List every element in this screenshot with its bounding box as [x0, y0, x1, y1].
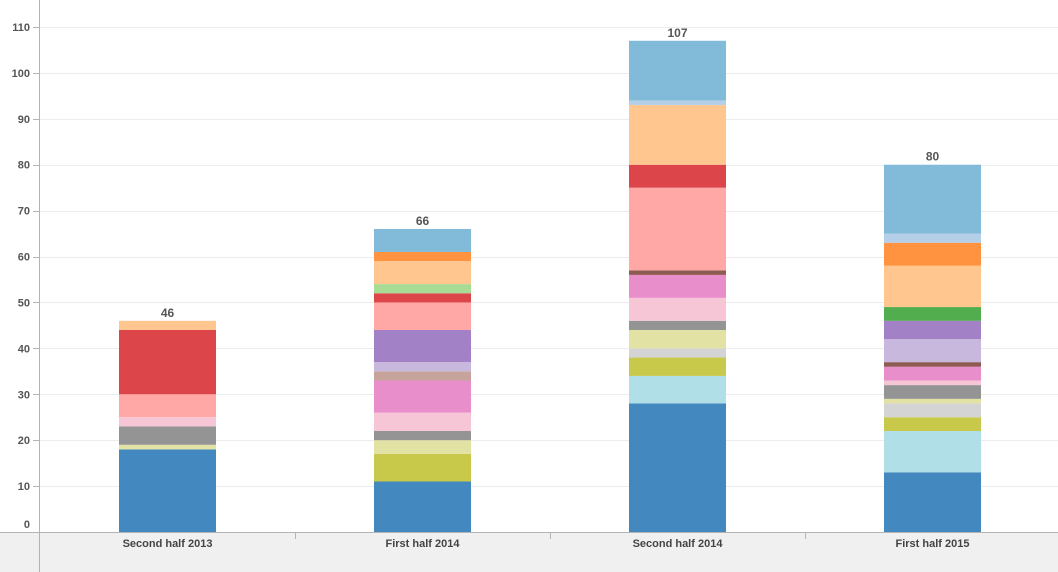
y-tick-label: 50: [18, 297, 30, 309]
bar-segment[interactable]: [374, 284, 471, 294]
bar-segment[interactable]: [884, 431, 981, 473]
bar-segment[interactable]: [374, 412, 471, 431]
y-tick-label: 60: [18, 252, 30, 264]
bar-total-label: 66: [416, 214, 430, 228]
bar-segment[interactable]: [884, 362, 981, 367]
bar-segment[interactable]: [374, 453, 471, 482]
bar-segment[interactable]: [374, 380, 471, 413]
bar-segment[interactable]: [374, 481, 471, 533]
bar-segment[interactable]: [374, 431, 471, 441]
bar-totals: 46 66 107 80: [161, 26, 940, 320]
bar-segment[interactable]: [374, 371, 471, 381]
y-tick-label: 10: [18, 481, 30, 493]
y-tick-label: 20: [18, 435, 30, 447]
bar-segment[interactable]: [884, 417, 981, 431]
bar-segment[interactable]: [119, 444, 216, 450]
y-tick-label: 30: [18, 389, 30, 401]
bar-segment[interactable]: [884, 472, 981, 532]
bar-segment[interactable]: [119, 426, 216, 445]
x-category-label: First half 2014: [386, 538, 461, 550]
x-axis-ticks: Second half 2013 First half 2014 Second ha…: [123, 533, 970, 550]
bar-segment[interactable]: [629, 357, 726, 376]
bar-segment[interactable]: [629, 320, 726, 330]
bar-segment[interactable]: [374, 229, 471, 252]
bar-segment[interactable]: [119, 449, 216, 532]
bar-segment[interactable]: [629, 403, 726, 532]
bar-segment[interactable]: [884, 242, 981, 266]
bar-segment[interactable]: [884, 339, 981, 363]
bar-segment[interactable]: [884, 233, 981, 243]
y-tick-label: 90: [18, 114, 30, 126]
x-category-label: First half 2015: [896, 538, 970, 550]
bar-segment[interactable]: [884, 380, 981, 386]
bar-total-label: 46: [161, 306, 175, 320]
bar-segment[interactable]: [119, 320, 216, 330]
bar-segment[interactable]: [374, 440, 471, 454]
bar-segment[interactable]: [374, 330, 471, 363]
y-tick-label: 0: [24, 519, 30, 531]
bar-segment[interactable]: [119, 417, 216, 427]
y-tick-label: 80: [18, 160, 30, 172]
bar-segment[interactable]: [629, 297, 726, 321]
bar-segment[interactable]: [374, 302, 471, 330]
bar-segment[interactable]: [884, 164, 981, 234]
bar-segment[interactable]: [374, 362, 471, 372]
bar-segment[interactable]: [629, 40, 726, 101]
bar-segment[interactable]: [884, 398, 981, 404]
bar-segment[interactable]: [884, 307, 981, 321]
x-category-label: Second half 2014: [633, 538, 724, 550]
y-tick-label: 40: [18, 343, 30, 355]
bar-segment[interactable]: [884, 320, 981, 340]
bar-segment[interactable]: [629, 187, 726, 271]
x-axis-band: [0, 533, 1058, 572]
bar-segment[interactable]: [884, 385, 981, 399]
bar-segment[interactable]: [374, 261, 471, 285]
x-category-label: Second half 2013: [123, 538, 213, 550]
y-tick-label: 100: [12, 68, 30, 80]
bar-segment[interactable]: [629, 270, 726, 275]
bar-segment[interactable]: [884, 403, 981, 418]
bar-segment[interactable]: [884, 265, 981, 308]
bar-segment[interactable]: [119, 394, 216, 418]
bar-segment[interactable]: [374, 251, 471, 262]
bar-segment[interactable]: [629, 375, 726, 404]
bar-total-label: 80: [926, 150, 940, 164]
y-axis-ticks: 0 10 20 30 40 50 60 70 80 90 100 110: [12, 22, 39, 533]
bar-segment[interactable]: [629, 105, 726, 165]
bar-segment[interactable]: [884, 366, 981, 381]
bar-segment[interactable]: [629, 100, 726, 106]
bar-segment[interactable]: [374, 293, 471, 303]
bars: [119, 40, 981, 533]
y-tick-label: 70: [18, 206, 30, 218]
y-tick-label: 110: [12, 22, 30, 34]
bar-segment[interactable]: [119, 330, 216, 395]
bar-total-label: 107: [667, 26, 687, 40]
bar-segment[interactable]: [629, 164, 726, 188]
bar-segment[interactable]: [629, 274, 726, 298]
bar-segment[interactable]: [629, 348, 726, 358]
bar-segment[interactable]: [629, 330, 726, 349]
